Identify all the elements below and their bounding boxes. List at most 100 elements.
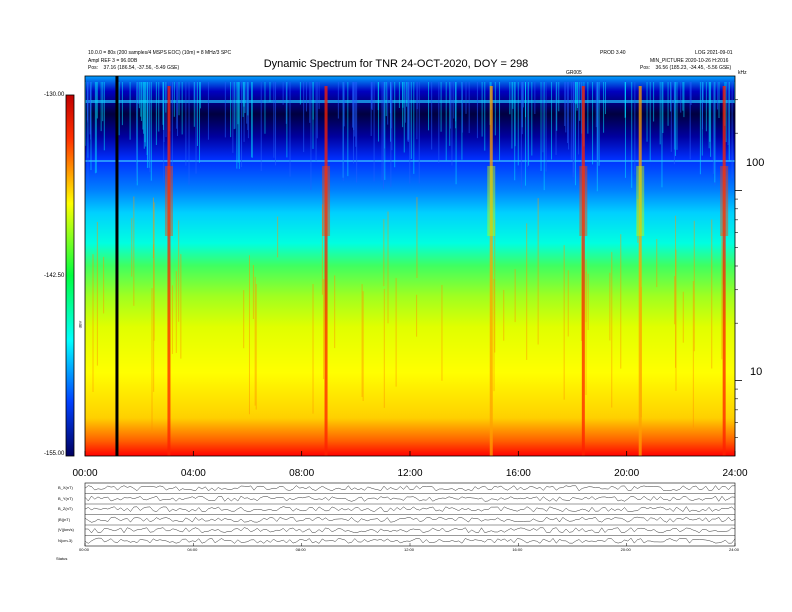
spectrum-streak: [255, 284, 257, 410]
burst-mark: [638, 86, 642, 456]
spectrum-streak: [690, 82, 692, 106]
spectrum-streak: [558, 82, 560, 112]
spectrum-streak: [252, 265, 254, 320]
spectrum-streak: [171, 82, 173, 176]
spectrum-streak: [524, 82, 526, 186]
spectrum-streak: [87, 82, 89, 123]
spectrum-streak: [649, 82, 651, 161]
spectrum-streak: [708, 82, 710, 149]
spectrum-streak: [173, 82, 175, 117]
spectrum-streak: [631, 82, 633, 188]
spectrum-streak: [383, 288, 385, 408]
spectrum-streak: [138, 82, 140, 109]
spectrum-streak: [514, 82, 516, 147]
colorbar-label: dBV: [77, 320, 83, 329]
panel-label: |B|(nT): [58, 516, 71, 522]
spectrum-streak: [512, 82, 514, 109]
x-tick-label: 12:00: [397, 468, 423, 479]
spectrum-streak: [334, 275, 336, 349]
burst-mark: [636, 166, 645, 236]
spectrum-streak: [185, 82, 187, 166]
spectrum-streak: [717, 82, 719, 110]
spectrum-streak: [196, 82, 198, 146]
y-tick-100: 100: [746, 157, 765, 169]
spectrum-streak: [370, 82, 372, 136]
spectrum-streak: [254, 276, 256, 406]
spectrum-streak: [165, 82, 167, 113]
spectrum-streak: [312, 284, 314, 414]
spectrum-streak: [674, 82, 676, 156]
spectrum-streak: [609, 272, 611, 341]
spectrum-streak: [260, 82, 262, 171]
spectrum-streak: [131, 218, 133, 277]
spectrum-streak: [373, 82, 375, 182]
spectrum-streak: [711, 219, 713, 369]
header-right-line2: LOG 2021-09-01: [695, 50, 733, 56]
spectrum-streak: [438, 82, 440, 163]
spectrum-streak: [710, 82, 712, 157]
x-tick-label: 04:00: [180, 468, 206, 479]
spectrum-streak: [455, 82, 457, 185]
spectrum-streak: [316, 82, 318, 139]
spectrum-streak: [103, 256, 105, 314]
spectrum-streak: [195, 82, 197, 174]
panel-label: N(cm-3): [58, 537, 73, 543]
spectrum-streak: [537, 198, 539, 345]
spectrum-streak: [150, 82, 152, 181]
spectrum-streak: [143, 82, 145, 149]
spectrum-streak: [193, 82, 195, 127]
spectrum-streak: [493, 279, 495, 392]
spectrum-streak: [371, 82, 373, 111]
spectrum-streak: [310, 82, 312, 190]
spectrum-streak: [572, 82, 574, 178]
top-right-tag: kHz: [738, 70, 747, 76]
spectrum-streak: [581, 236, 583, 341]
spectrum-streak: [727, 82, 729, 146]
spectrum-streak: [676, 82, 678, 150]
panel-trace: [84, 485, 736, 492]
spectrum-streak: [540, 82, 542, 171]
spectrum-streak: [702, 82, 704, 103]
spectrum-streak: [662, 82, 664, 134]
spectrum-streak: [230, 82, 232, 138]
spectrum-streak: [269, 82, 271, 103]
spectrum-streak: [476, 82, 478, 139]
spectrum-streak: [264, 82, 266, 134]
spectrum-streak: [247, 82, 249, 116]
burst-mark: [324, 86, 328, 456]
spectrum-streak: [520, 82, 522, 189]
spectrum-streak: [403, 82, 405, 153]
spectrum-streak: [385, 82, 387, 117]
spectrum-streak: [528, 82, 530, 166]
spectrum-streak: [94, 82, 96, 174]
spectrum-streak: [163, 82, 165, 183]
spectrum-streak: [523, 82, 525, 108]
panel-label: B_Y(nT): [58, 495, 73, 501]
spectrum-streak: [670, 82, 672, 112]
spectrum-streak: [534, 82, 536, 115]
spectrum-streak: [153, 244, 155, 392]
spectrum-streak: [312, 82, 314, 120]
spectrum-streak: [145, 82, 147, 147]
colorbar-tick-top: -130.00: [44, 92, 65, 98]
burst-mark: [579, 166, 588, 236]
spectrum-streak: [481, 82, 483, 137]
panel-trace: [84, 495, 736, 502]
y-axis: [735, 99, 742, 438]
spectrum-streak: [148, 82, 150, 168]
spectrum-streak: [514, 269, 516, 323]
spectrum-streak: [585, 271, 587, 396]
spectrum-streak: [656, 238, 658, 288]
spectrum-streak: [408, 82, 410, 142]
spectrum-streak: [682, 82, 684, 111]
spectrum-streak: [175, 271, 177, 353]
spectrum-streak: [543, 82, 545, 191]
header-left-line2: Ampl REF 3 = 96.0DB: [88, 58, 138, 64]
spectrum-streak: [587, 273, 589, 331]
spectrum-streak: [394, 82, 396, 168]
spectrum-streak: [233, 82, 235, 130]
spectrum-streak: [526, 82, 528, 168]
spectrum-streak: [96, 82, 98, 119]
spectrum-streak: [567, 82, 569, 144]
spectrum-streak: [705, 82, 707, 132]
